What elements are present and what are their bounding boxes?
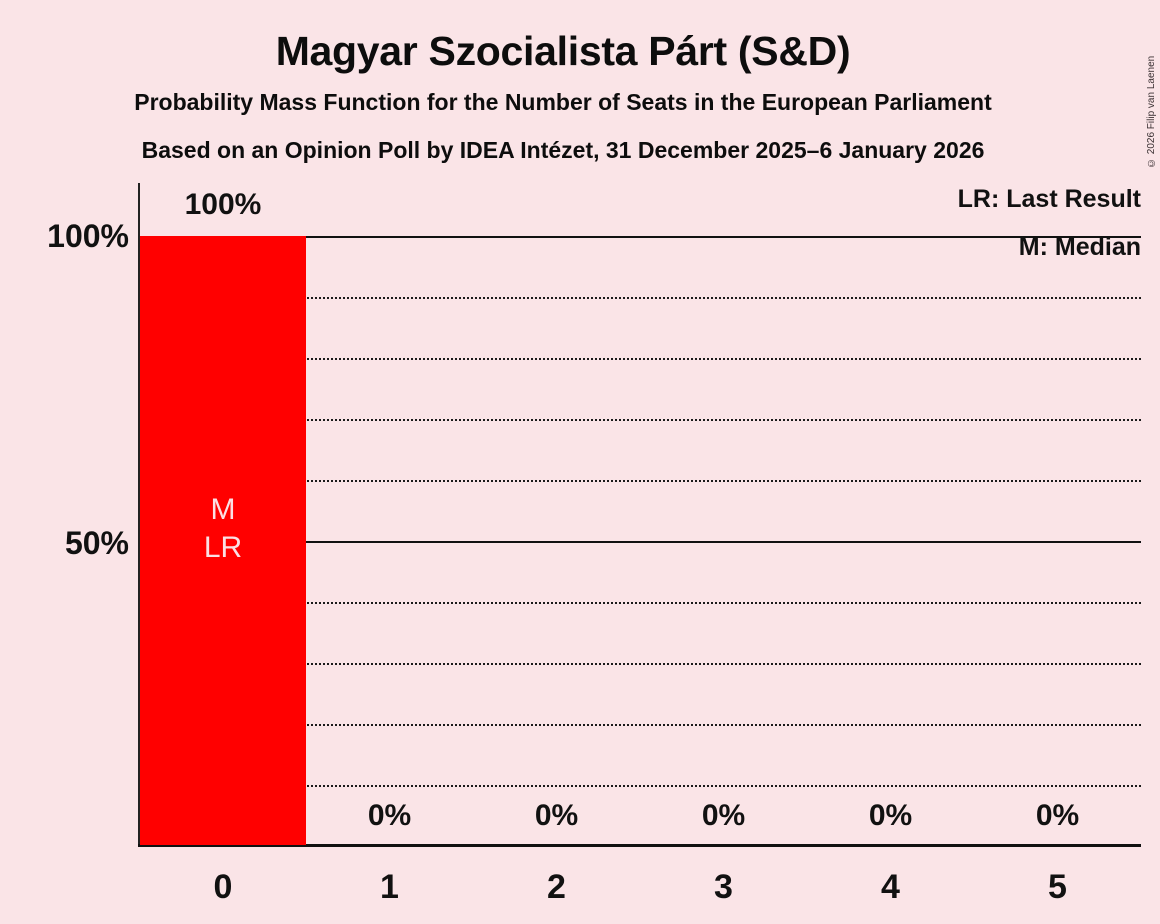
y-axis-tick-100: 100%: [47, 218, 129, 254]
gridline-100: [140, 236, 1141, 238]
legend-last-result: LR: Last Result: [957, 185, 1141, 213]
value-label-seat-2: 0%: [534, 799, 579, 832]
plot-area: [140, 236, 1141, 845]
value-label-seat-4: 0%: [868, 799, 913, 832]
last-result-marker: LR: [203, 531, 243, 564]
x-axis-line: [138, 844, 1141, 847]
x-axis-tick-1: 1: [380, 868, 399, 906]
gridline-50: [140, 541, 1141, 543]
x-axis-tick-5: 5: [1048, 868, 1067, 906]
y-axis-tick-50: 50%: [64, 525, 129, 561]
chart-header: Magyar Szocialista Párt (S&D) Probabilit…: [0, 0, 1126, 165]
x-axis-tick-3: 3: [714, 868, 733, 906]
chart-subtitle-source: Based on an Opinion Poll by IDEA Intézet…: [141, 137, 985, 163]
value-label-seat-3: 0%: [701, 799, 746, 832]
page-title: Magyar Szocialista Párt (S&D): [275, 28, 851, 74]
gridline-90: [140, 297, 1141, 299]
gridline-70: [140, 419, 1141, 421]
bar-seat-0[interactable]: M LR: [140, 236, 306, 845]
chart-subtitle-primary: Probability Mass Function for the Number…: [134, 89, 992, 115]
value-label-seat-5: 0%: [1035, 799, 1080, 832]
x-axis-tick-2: 2: [547, 868, 566, 906]
gridline-40: [140, 602, 1141, 604]
median-marker: M: [210, 493, 236, 526]
gridline-20: [140, 724, 1141, 726]
x-axis-tick-4: 4: [881, 868, 900, 906]
gridline-10: [140, 785, 1141, 787]
value-label-seat-0: 100%: [184, 188, 262, 221]
y-axis-line: [138, 183, 140, 847]
copyright-notice: © 2026 Filip van Laenen: [1146, 55, 1157, 168]
x-axis-tick-0: 0: [213, 868, 233, 906]
value-label-seat-1: 0%: [367, 799, 412, 832]
gridline-60: [140, 480, 1141, 482]
gridline-80: [140, 358, 1141, 360]
gridline-30: [140, 663, 1141, 665]
